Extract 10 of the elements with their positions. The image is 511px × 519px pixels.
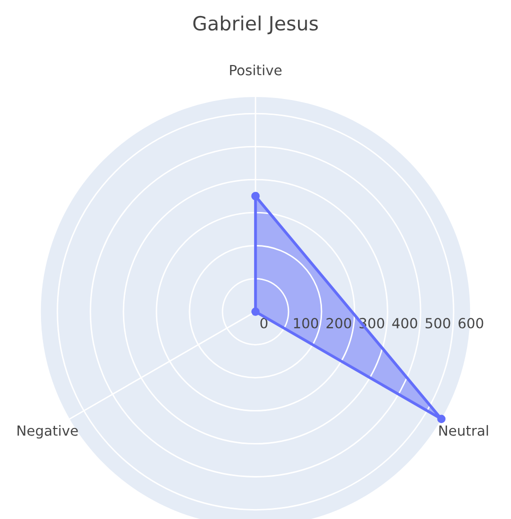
y-tick-label: 0 xyxy=(260,318,268,328)
y-tick-label: 600 xyxy=(458,318,484,328)
spoke-label: Positive xyxy=(230,64,282,76)
y-tick-label: 100 xyxy=(294,318,318,328)
chart-title: Gabriel Jesus xyxy=(193,16,318,34)
y-tick-label: 200 xyxy=(326,318,352,328)
spoke-label: Negative xyxy=(18,425,78,439)
spoke-label: Neutral xyxy=(439,425,488,436)
y-tick-label: 500 xyxy=(426,318,450,328)
y-tick-label: 400 xyxy=(392,318,418,328)
